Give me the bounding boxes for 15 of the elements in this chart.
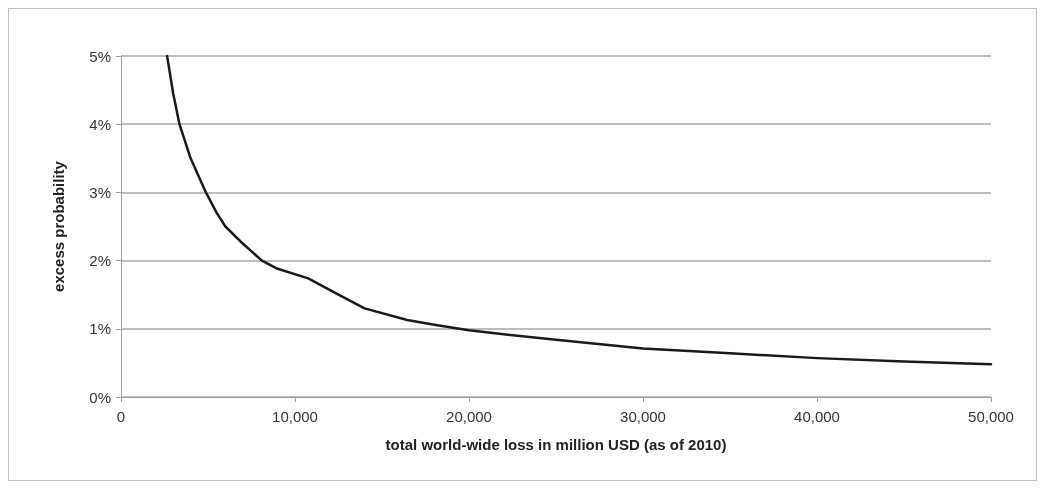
x-axis-title: total world-wide loss in million USD (as of 2010): [385, 436, 727, 453]
x-tick-label: 50,000: [968, 408, 1014, 425]
x-tick-label: 10,000: [272, 408, 318, 425]
x-tick-label: 30,000: [620, 408, 666, 425]
y-tick-label: 3%: [89, 183, 111, 201]
y-tick-label: 4%: [89, 115, 111, 133]
y-tick-label: 0%: [89, 388, 111, 406]
x-tick-label: 20,000: [446, 408, 492, 425]
y-tick-label: 2%: [89, 252, 111, 270]
x-tick-label: 0: [116, 408, 126, 425]
y-axis-title: excess probability: [50, 160, 67, 292]
y-tick-label: 1%: [89, 320, 111, 338]
line-series: [165, 54, 993, 366]
y-tick-label: 5%: [89, 47, 111, 65]
x-tick-label: 40,000: [794, 408, 840, 425]
